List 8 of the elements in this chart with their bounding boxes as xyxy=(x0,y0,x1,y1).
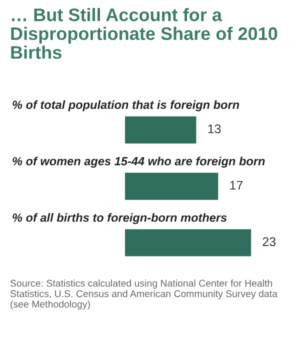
data-label: 23 xyxy=(262,237,276,246)
y-tick-label: % of all births to foreign-born mothers xyxy=(12,213,227,224)
source-note: Source: Statistics calculated using National Center for Health Statistics, U.S. Census and American Community Survey data (see Methodology) xyxy=(10,280,278,310)
data-label: 13 xyxy=(208,124,221,134)
y-tick-label: % of total population that is foreign born xyxy=(12,100,240,112)
data-label: 17 xyxy=(230,180,243,190)
y-tick-label: % of women ages 15-44 who are foreign born xyxy=(12,156,265,168)
chart-title: … But Still Account for a Disproportionate Share of 2010 Births xyxy=(11,8,278,59)
